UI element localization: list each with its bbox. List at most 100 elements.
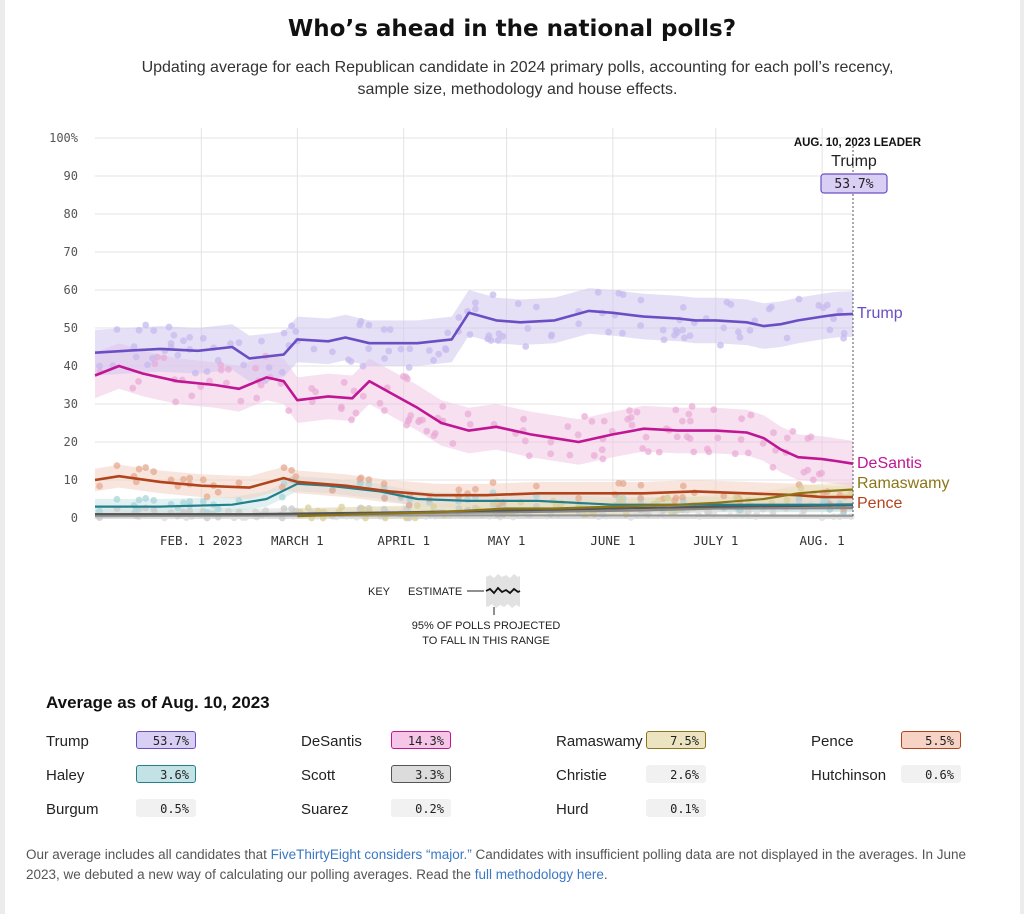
poll-dot [113,326,121,333]
end-label-ramaswamy: Ramaswamy [857,475,949,492]
poll-dot [628,421,636,429]
methodology-link[interactable]: full methodology here [474,867,604,882]
poll-dot [744,449,752,457]
poll-dot [130,343,138,350]
poll-dot [600,417,608,425]
average-christie: Christie 2.6% [556,764,796,786]
poll-dot [170,331,178,339]
poll-dot [637,494,645,502]
poll-dot [524,325,532,332]
line-ramaswamy [297,488,854,518]
key-range-label-1: 95% OF POLLS PROJECTED [412,620,561,632]
average-desantis: DeSantis 14.3% [301,730,541,752]
candidate-name: Scott [301,767,336,784]
poll-dot [731,450,739,458]
poll-dot [642,433,650,441]
poll-dot [521,437,529,445]
poll-dot [365,321,373,329]
poll-dot [746,326,754,334]
leader-title: AUG. 10, 2023 LEADER [794,137,922,149]
candidate-average-value: 0.1% [646,799,706,817]
poll-dot [547,450,555,458]
poll-dot [688,403,696,410]
poll-dot [149,354,156,362]
poll-dot [278,368,286,376]
candidate-name: Hutchinson [811,767,887,784]
poll-dot [599,455,607,463]
poll-dot [350,387,358,395]
poll-dot [770,429,777,437]
polling-chart[interactable]: 0 10 20 30 40 50 60 70 80 90 100% FEB. 1 2023 MARCH… [0,125,1024,655]
poll-dot [235,479,243,487]
poll-dot [703,508,711,516]
x-tick-label: MARCH 1 [271,533,324,548]
poll-dot [240,361,247,369]
poll-dot [329,348,336,356]
poll-dot [359,362,367,370]
poll-dot [280,464,288,472]
candidate-average-value: 5.5% [901,731,961,749]
poll-dot [472,305,479,313]
poll-dot [217,366,225,374]
poll-dot [769,463,777,471]
line-hutchinson [94,514,854,518]
poll-dot [489,479,497,486]
poll-dot [425,347,433,354]
poll-dot [617,495,625,503]
average-burgum: Burgum 0.5% [46,798,286,820]
poll-dot [96,507,103,515]
poll-dot [165,323,173,331]
poll-dot [386,326,394,333]
poll-dot [624,415,632,423]
poll-dot [783,434,791,442]
candidate-average-value: 0.2% [391,799,451,817]
average-suarez: Suarez 0.2% [301,798,541,820]
candidate-average-value: 14.3% [391,731,451,749]
poll-dot [605,328,612,336]
leader-value: 53.7% [834,177,873,192]
poll-dot [225,507,232,515]
poll-dot [150,506,158,513]
poll-dot [659,326,667,334]
chart-subtitle: Updating average for each Republican can… [141,59,894,98]
poll-dot [679,303,687,311]
poll-dot [575,320,583,328]
candidate-name: Burgum [46,801,99,818]
footnote-text-3: . [603,867,608,882]
poll-dot [720,324,728,332]
poll-dot [678,417,686,425]
poll-dot [680,334,688,342]
poll-dot [113,462,121,469]
poll-dot [203,368,211,375]
poll-dot [769,508,777,516]
poll-dot [590,452,598,459]
poll-dot [262,507,270,515]
poll-dot [626,407,633,414]
poll-dot [186,474,194,482]
poll-dot [836,307,844,315]
poll-dot [150,496,158,504]
poll-dot [619,480,627,487]
poll-dot [357,318,365,325]
poll-dot [292,328,300,335]
y-tick-label: 20 [64,435,78,449]
line-pence [94,474,853,499]
poll-dot [380,326,388,333]
poll-dot [598,446,606,454]
y-tick-label: 70 [64,245,78,259]
poll-dot [644,448,652,456]
poll-dot [150,468,158,476]
y-tick-label: 80 [64,207,78,221]
poll-dot [347,358,355,365]
x-tick-label: MAY 1 [488,533,526,548]
poll-dot [288,505,296,513]
y-tick-label: 100% [49,131,79,145]
poll-dot [789,427,797,435]
poll-dot [423,427,431,435]
poll-dot [237,397,245,405]
poll-dot [664,494,671,502]
y-tick-label: 0 [71,511,78,525]
line-desantis [94,364,854,465]
poll-dot [686,417,694,425]
major-candidates-link[interactable]: FiveThirtyEight considers “major.” [270,847,472,862]
